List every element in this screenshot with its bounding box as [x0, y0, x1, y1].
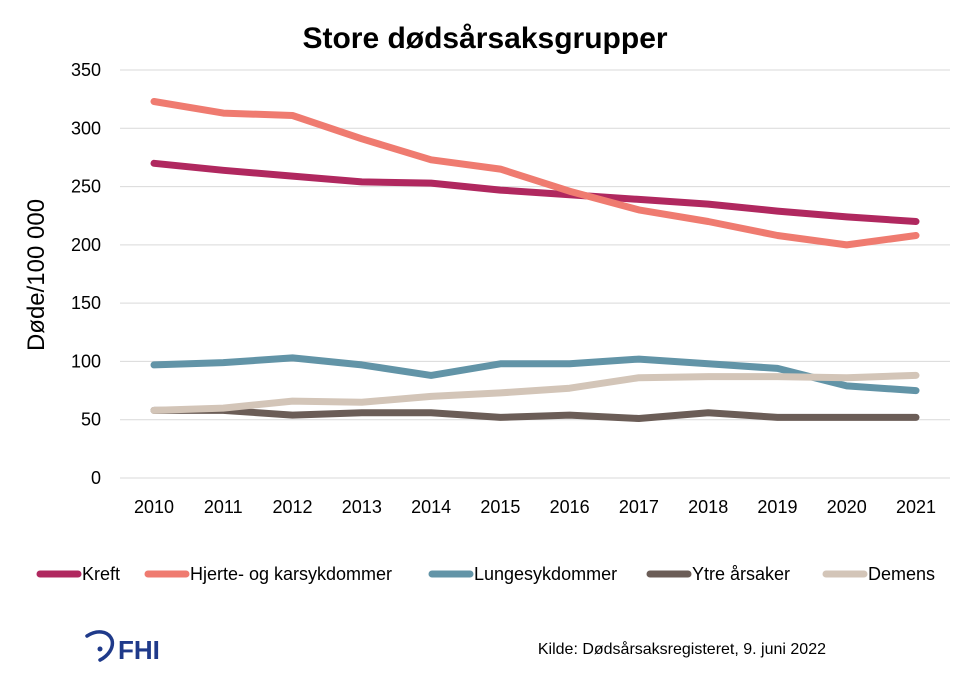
- y-tick-label: 350: [71, 60, 101, 80]
- legend: Kreft Hjerte- og karsykdommer Lungesykdomm…: [36, 564, 935, 584]
- legend-label: Lungesykdommer: [474, 564, 617, 584]
- x-tick-label: 2012: [273, 497, 313, 517]
- x-tick-label: 2021: [896, 497, 936, 517]
- y-tick-label: 150: [71, 293, 101, 313]
- x-tick-label: 2013: [342, 497, 382, 517]
- x-tick-label: 2016: [550, 497, 590, 517]
- fhi-logo-text: FHI: [118, 635, 160, 665]
- fhi-logo: FHI: [85, 630, 160, 665]
- legend-label: Demens: [868, 564, 935, 584]
- series-line: [150, 371, 920, 414]
- legend-label: Ytre årsaker: [692, 564, 790, 584]
- y-tick-label: 250: [71, 177, 101, 197]
- y-tick-label: 100: [71, 351, 101, 371]
- x-tick-label: 2015: [480, 497, 520, 517]
- series-line: [150, 354, 920, 395]
- y-tick-label: 200: [71, 235, 101, 255]
- y-tick-labels: 0 50 100 150 200 250 300 350: [71, 60, 101, 488]
- fhi-logo-dot-icon: [97, 646, 103, 652]
- x-tick-label: 2019: [757, 497, 797, 517]
- y-axis-label: Døde/100 000: [23, 199, 50, 351]
- y-tick-label: 50: [81, 410, 101, 430]
- legend-label: Hjerte- og karsykdommer: [190, 564, 392, 584]
- y-tick-label: 0: [91, 468, 101, 488]
- x-tick-labels: 2010 2011 2012 2013 2014 2015 2016 2017 2018 2019…: [134, 497, 936, 517]
- y-tick-label: 300: [71, 118, 101, 138]
- chart-title: Store dødsårsaksgrupper: [302, 22, 667, 55]
- x-tick-label: 2018: [688, 497, 728, 517]
- series-line: [150, 98, 920, 249]
- x-tick-label: 2011: [204, 497, 243, 517]
- series-line: [150, 406, 920, 422]
- source-note: Kilde: Dødsårsaksregisteret, 9. juni 202…: [538, 640, 826, 658]
- x-tick-label: 2017: [619, 497, 659, 517]
- series-lines: [150, 98, 920, 422]
- fhi-logo-swoosh-icon: [85, 630, 115, 662]
- x-tick-label: 2014: [411, 497, 451, 517]
- legend-label: Kreft: [82, 564, 120, 584]
- x-tick-label: 2010: [134, 497, 174, 517]
- x-tick-label: 2020: [827, 497, 867, 517]
- series-line: [150, 159, 920, 225]
